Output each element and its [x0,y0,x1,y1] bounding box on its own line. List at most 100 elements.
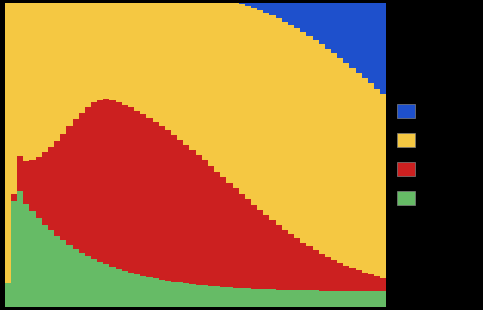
Bar [300,32,306,242]
Bar [184,144,189,283]
Bar [257,289,263,307]
Bar [374,89,380,276]
Bar [306,36,313,246]
Bar [276,18,282,225]
Bar [343,266,350,291]
Legend: , , , : , , , [397,104,419,206]
Bar [368,291,374,307]
Bar [325,257,331,291]
Bar [184,3,189,144]
Bar [276,225,282,290]
Bar [17,3,23,156]
Bar [97,100,103,262]
Bar [288,234,294,290]
Bar [270,289,276,307]
Bar [337,58,343,263]
Bar [11,194,17,201]
Bar [288,290,294,307]
Bar [48,230,54,307]
Bar [257,3,263,10]
Bar [313,290,319,307]
Bar [54,3,60,141]
Bar [202,285,208,307]
Bar [325,49,331,257]
Bar [11,3,17,194]
Bar [208,286,214,307]
Bar [362,291,368,307]
Bar [251,205,257,289]
Bar [239,194,245,288]
Bar [263,13,270,215]
Bar [202,3,208,161]
Bar [270,3,276,15]
Bar [220,177,227,287]
Bar [239,3,245,4]
Bar [165,3,171,130]
Bar [306,3,313,36]
Bar [103,99,110,264]
Bar [263,3,270,13]
Bar [189,3,196,150]
Bar [17,192,23,307]
Bar [79,253,85,307]
Bar [171,281,177,307]
Bar [115,269,122,307]
Bar [270,220,276,289]
Bar [343,63,350,266]
Bar [300,290,306,307]
Bar [29,160,36,211]
Bar [17,156,23,192]
Bar [91,103,97,259]
Bar [23,3,29,161]
Bar [153,122,159,278]
Bar [227,3,232,183]
Bar [245,199,251,288]
Bar [362,272,368,291]
Bar [288,25,294,234]
Bar [189,284,196,307]
Bar [374,276,380,291]
Bar [171,135,177,281]
Bar [208,166,214,286]
Bar [177,140,184,282]
Bar [294,29,300,238]
Bar [263,289,270,307]
Bar [153,3,159,122]
Bar [60,134,66,241]
Bar [103,264,110,307]
Bar [276,290,282,307]
Bar [343,3,350,63]
Bar [368,3,374,83]
Bar [350,268,355,291]
Bar [232,188,239,288]
Bar [337,3,343,58]
Bar [115,3,122,102]
Bar [36,3,42,157]
Bar [140,3,146,114]
Bar [350,68,355,268]
Bar [288,3,294,25]
Bar [331,53,337,260]
Bar [208,3,214,166]
Bar [282,21,288,230]
Bar [355,73,362,270]
Bar [60,3,66,134]
Bar [72,3,79,119]
Bar [282,3,288,21]
Bar [48,3,54,147]
Bar [54,141,60,236]
Bar [319,3,325,44]
Bar [72,119,79,249]
Bar [232,288,239,307]
Bar [214,286,220,307]
Bar [239,288,245,307]
Bar [79,113,85,253]
Bar [5,3,11,283]
Bar [232,3,239,188]
Bar [54,236,60,307]
Bar [263,215,270,289]
Bar [362,3,368,78]
Bar [313,40,319,250]
Bar [196,155,202,285]
Bar [374,291,380,307]
